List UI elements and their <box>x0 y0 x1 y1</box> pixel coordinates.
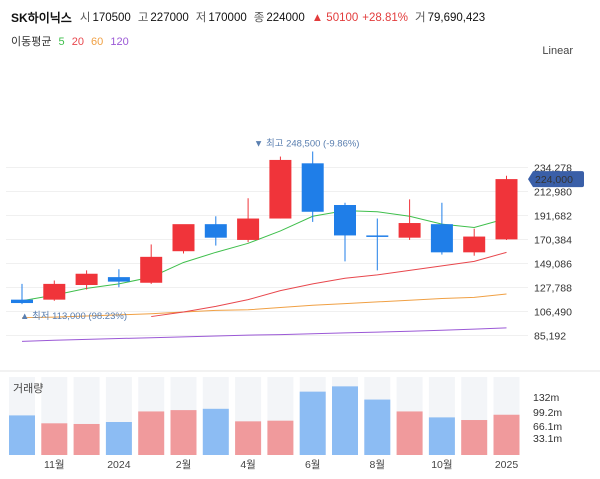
volume-title: 거래량 <box>13 383 44 395</box>
ma-legend-5: 5 <box>58 36 65 48</box>
y-tick-label: 212,980 <box>534 187 572 199</box>
candle-body <box>366 235 389 237</box>
candle-body <box>495 179 518 240</box>
ma-legend-60: 60 <box>91 36 104 48</box>
y-tick-label: 85,192 <box>534 331 566 343</box>
x-tick-label: 10월 <box>431 459 452 471</box>
volume-tick-label: 99.2m <box>533 407 562 419</box>
ma120-line <box>21 327 507 342</box>
volume-bar <box>138 411 165 455</box>
moving-average-legend[interactable]: 이동평균 5 20 60 120 <box>11 34 133 50</box>
last-price-label: 224,000 <box>535 174 573 186</box>
candle-body <box>11 299 33 304</box>
volume-bar <box>235 421 262 455</box>
ma-legend-label: 이동평균 <box>11 36 52 48</box>
volume-bar <box>364 399 391 455</box>
close-value: 224000 <box>266 12 305 24</box>
volume-bar <box>428 417 455 455</box>
candle-body <box>75 273 98 286</box>
volume-bar <box>105 422 132 455</box>
ma5-line <box>21 210 507 302</box>
open-label: 시 <box>79 12 91 24</box>
max-annotation: ▼ 최고 248,500 (-9.86%) <box>254 138 360 149</box>
candle-body <box>301 163 324 212</box>
volume-tick-label: 66.1m <box>533 421 562 433</box>
x-tick-label: 2월 <box>176 459 192 471</box>
x-tick-label: 2025 <box>495 459 519 471</box>
volume-label: 거 <box>415 12 426 24</box>
volume-bar <box>73 423 100 455</box>
candle-body <box>334 205 356 236</box>
y-tick-label: 191,682 <box>534 211 572 223</box>
volume-bar <box>41 423 68 455</box>
volume-bar <box>170 410 197 455</box>
high-label: 고 <box>137 12 149 24</box>
change-percent: +28.81% <box>362 12 409 24</box>
scale-mode-button[interactable]: Linear <box>542 45 573 57</box>
ma-legend-20: 20 <box>71 36 84 48</box>
stock-header: SK하이닉스 시 170500 고 227000 저 170000 종 2240… <box>11 9 492 27</box>
candle-body <box>398 223 421 238</box>
min-annotation: ▲ 최저 113,000 (98.23%) <box>20 311 127 322</box>
y-tick-label: 149,086 <box>534 259 572 271</box>
volume-tick-label: 132m <box>533 392 560 404</box>
candle-body <box>204 224 227 238</box>
x-tick-label: 11월 <box>44 459 65 471</box>
change-value: ▲ 50100 <box>311 12 359 24</box>
x-tick-label: 6월 <box>305 459 321 471</box>
volume-tick-label: 33.1m <box>533 433 562 445</box>
volume-bar <box>332 386 358 455</box>
high-value: 227000 <box>150 12 189 24</box>
volume-bar <box>396 411 423 455</box>
price-chart[interactable]: 85,192 106,490 127,788 149,086 170,384 191,68… <box>0 60 600 479</box>
volume-bar <box>493 414 520 455</box>
x-tick-label: 2024 <box>107 459 131 471</box>
open-value: 170500 <box>92 12 131 24</box>
volume-bar <box>267 420 294 455</box>
close-label: 종 <box>253 12 265 24</box>
low-value: 170000 <box>208 12 247 24</box>
candle-body <box>140 256 163 283</box>
candle-body <box>107 277 130 282</box>
y-tick-label: 170,384 <box>534 235 572 247</box>
candle-body <box>43 283 66 300</box>
volume-value: 79,690,423 <box>427 12 486 24</box>
candle-body <box>172 224 195 252</box>
y-tick-label: 106,490 <box>534 307 572 319</box>
last-price-tag <box>528 171 584 188</box>
y-tick-label: 127,788 <box>534 283 572 295</box>
candle-body <box>237 218 260 240</box>
x-tick-label: 4월 <box>240 459 256 471</box>
volume-bar <box>9 415 35 455</box>
candle-body <box>463 236 486 253</box>
volume-bar <box>202 408 229 455</box>
stock-name: SK하이닉스 <box>11 11 72 25</box>
ma-legend-120: 120 <box>110 36 129 48</box>
x-tick-label: 8월 <box>370 459 386 471</box>
candle-body <box>430 224 453 253</box>
ma20-line <box>151 251 507 318</box>
low-label: 저 <box>195 12 207 24</box>
candle-body <box>269 159 292 219</box>
volume-bar <box>299 391 326 455</box>
ma60-line <box>21 293 507 319</box>
volume-bar <box>461 420 488 455</box>
